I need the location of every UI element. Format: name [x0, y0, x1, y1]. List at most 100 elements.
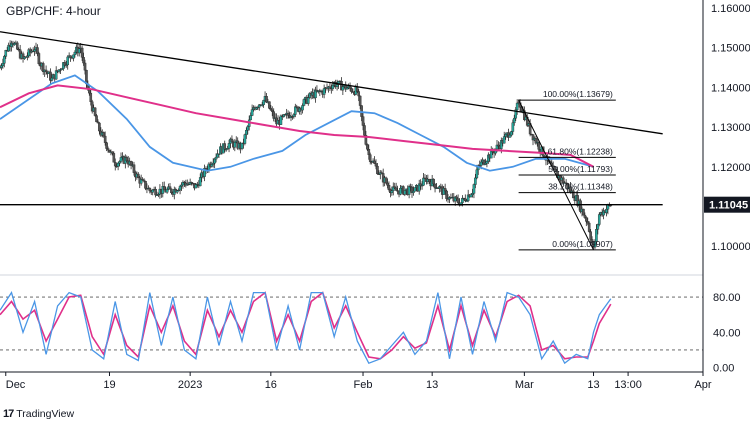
candle-body: [103, 135, 107, 143]
stoch-d-line: [0, 291, 612, 360]
candle-body: [373, 160, 376, 164]
candle-body: [384, 177, 388, 184]
candle-body: [148, 187, 152, 192]
tradingview-logo: 17: [3, 408, 14, 420]
candle-body: [572, 190, 575, 199]
tradingview-name: TradingView: [16, 408, 75, 420]
candle-body: [286, 112, 290, 116]
candle-body: [265, 96, 268, 103]
candle-body: [399, 188, 402, 195]
stoch-tick-label: 80.00: [713, 292, 741, 304]
candle-body: [0, 65, 3, 68]
stoch-tick-label: 0.00: [713, 363, 734, 375]
candle-body: [98, 122, 101, 132]
candle-body: [272, 111, 276, 119]
candle-body: [93, 107, 97, 116]
stochastic-pane: [0, 274, 703, 365]
candle-body: [33, 49, 36, 52]
candle-body: [178, 186, 182, 191]
candle-body: [537, 142, 541, 150]
candle-body: [368, 154, 372, 162]
price-tick-label: 1.13000: [711, 122, 750, 134]
candle-body: [443, 188, 447, 192]
candle-body: [210, 164, 214, 167]
candle-body: [170, 188, 173, 194]
candle-body: [508, 134, 512, 138]
candle-body: [331, 85, 335, 90]
fib-label: 50.00%(1.11793): [548, 164, 613, 174]
candle-body: [433, 183, 437, 189]
candle-body: [456, 198, 460, 203]
candle-body: [77, 48, 81, 54]
fib-label: 38.20%(1.11348): [548, 182, 613, 192]
price-pane: 100.00%(1.13679) 61.80%(1.12238) 50.00%(1.…: [0, 31, 663, 251]
fib-label: 100.00%(1.13679): [543, 89, 613, 99]
candle-body: [413, 187, 417, 192]
candle-body: [350, 88, 353, 92]
candle-body: [582, 208, 585, 216]
candle-body: [102, 132, 106, 137]
candle-body: [233, 141, 237, 148]
candle-body: [15, 42, 19, 50]
candle-body: [82, 57, 85, 64]
candle-body: [455, 196, 458, 199]
candle-body: [511, 122, 515, 132]
candle-body: [118, 161, 121, 164]
fib-label: 0.00%(1.09907): [552, 239, 613, 249]
candle-body: [374, 163, 378, 167]
candle-body: [587, 222, 591, 232]
candle-body: [168, 186, 172, 190]
candle-body: [445, 190, 448, 199]
candle-body: [41, 63, 45, 73]
chart-title: GBP/CHF: 4-hour: [6, 4, 101, 18]
candle-body: [44, 69, 48, 73]
candle-body: [165, 189, 169, 193]
stoch-k-line: [0, 291, 612, 365]
candle-body: [66, 56, 70, 66]
candle-body: [464, 198, 467, 202]
candle-body: [270, 109, 274, 112]
candle-body: [106, 148, 110, 151]
time-tick-label: 16: [265, 379, 277, 391]
candle-body: [180, 184, 183, 187]
candle-body: [341, 86, 345, 91]
candle-body: [151, 189, 155, 193]
candle-body: [154, 188, 157, 196]
candle-body: [72, 54, 75, 59]
candle-body: [461, 197, 464, 203]
candle-body: [597, 214, 601, 225]
time-tick-label: Mar: [515, 379, 534, 391]
candle-body: [579, 200, 582, 213]
candle-body: [198, 177, 202, 187]
candle-body: [589, 231, 592, 240]
time-tick-label: 13: [426, 379, 438, 391]
candle-body: [427, 179, 431, 183]
current-price-badge: [704, 196, 750, 213]
candle-body: [136, 173, 140, 178]
candle-body: [250, 109, 254, 116]
candle-body: [472, 184, 476, 194]
candle-body: [230, 138, 234, 143]
candle-body: [474, 177, 477, 185]
candle-body: [227, 143, 231, 149]
candle-body: [485, 161, 489, 164]
candle-body: [466, 194, 470, 201]
axes: 1.16000 1.15000 1.14000 1.13000 1.12000 1.100…: [0, 0, 750, 391]
time-tick-label: 2023: [178, 379, 202, 391]
candle-body: [301, 105, 304, 111]
candle-body: [479, 161, 483, 166]
candle-body: [95, 115, 98, 123]
candle-body: [390, 190, 394, 194]
time-tick-label: Dec: [6, 379, 26, 391]
candle-body: [111, 151, 114, 154]
candle-body: [515, 102, 519, 111]
candle-body: [4, 50, 8, 57]
stoch-tick-label: 40.00: [713, 327, 741, 339]
candle-body: [504, 134, 507, 137]
candle-body: [224, 149, 228, 151]
time-tick-label: 19: [103, 379, 115, 391]
candle-body: [585, 217, 588, 222]
candle-body: [243, 134, 247, 144]
moving-average-magenta: [0, 84, 594, 168]
